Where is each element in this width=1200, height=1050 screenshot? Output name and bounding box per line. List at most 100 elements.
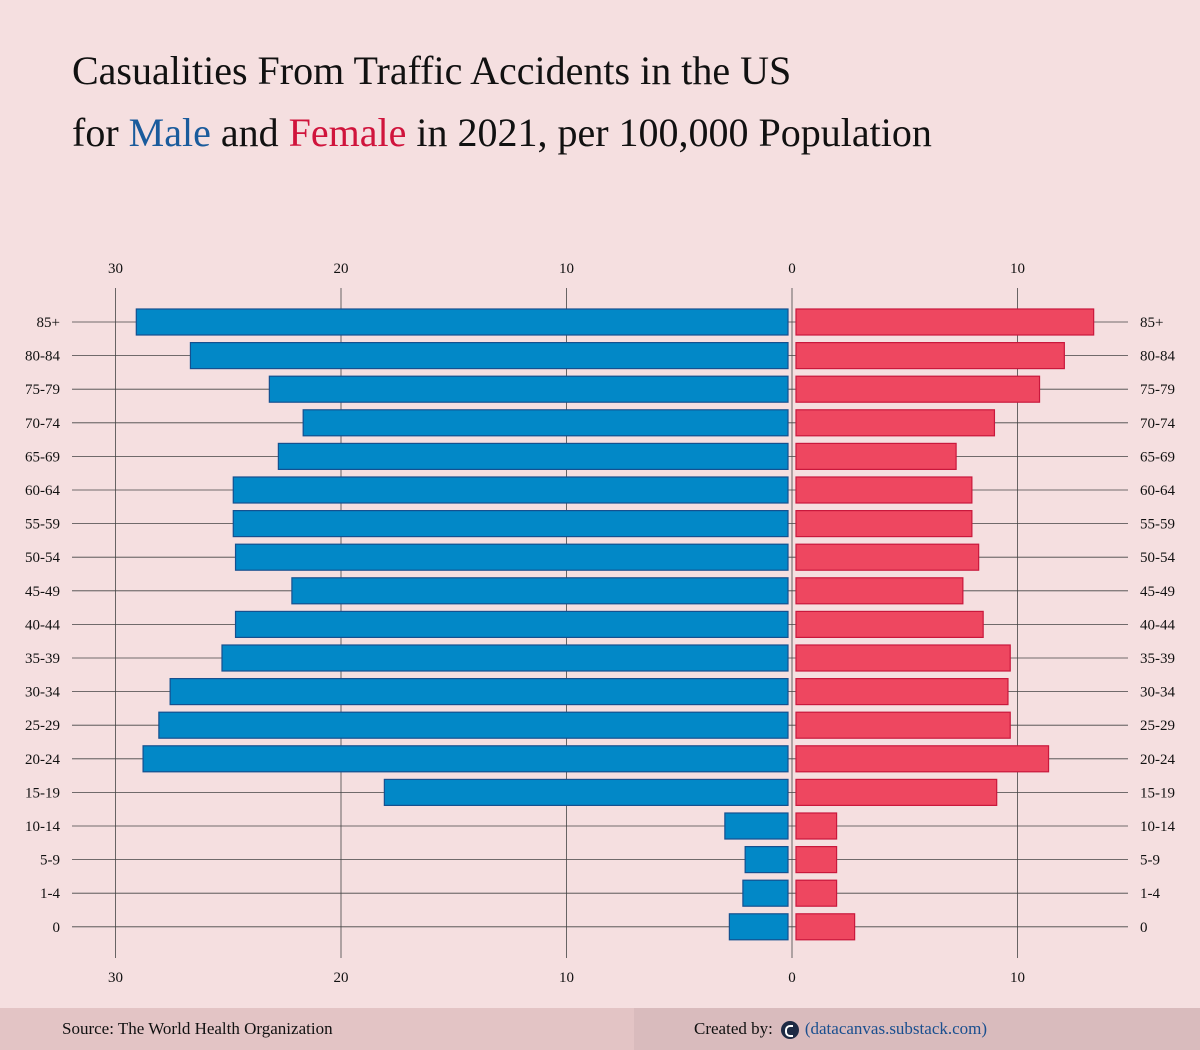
category-label-left: 30-34 xyxy=(25,685,60,701)
bar-female xyxy=(795,778,998,807)
chart-title: Casualities From Traffic Accidents in th… xyxy=(72,40,932,164)
bar-male xyxy=(234,543,789,571)
bar-female xyxy=(795,812,838,840)
bar-male xyxy=(277,442,789,470)
title-male-word: Male xyxy=(128,110,211,155)
credit-link[interactable]: (datacanvas.substack.com) xyxy=(804,1019,988,1038)
bar-female xyxy=(795,543,980,571)
category-label-left: 10-14 xyxy=(25,819,60,835)
bar-male xyxy=(728,913,789,941)
bar-male xyxy=(221,644,789,672)
footer-source: Source: The World Health Organization xyxy=(0,1008,634,1050)
category-label-left: 15-19 xyxy=(25,785,60,801)
category-label-right: 0 xyxy=(1140,920,1148,936)
bar-male xyxy=(383,778,789,807)
category-label-right: 35-39 xyxy=(1140,651,1175,667)
category-label-right: 70-74 xyxy=(1140,416,1175,432)
source-text: Source: The World Health Organization xyxy=(62,1019,333,1038)
x-tick-label-bottom: 0 xyxy=(788,970,796,986)
category-label-right: 30-34 xyxy=(1140,685,1175,701)
bar-male xyxy=(302,409,789,437)
category-label-left: 1-4 xyxy=(40,886,60,902)
bar-male xyxy=(291,577,789,605)
bar-female xyxy=(795,610,984,639)
x-tick-label-bottom: 20 xyxy=(334,970,349,986)
x-tick-label-top: 0 xyxy=(788,261,796,277)
bar-male xyxy=(232,510,789,538)
category-label-left: 80-84 xyxy=(25,349,60,365)
bar-female xyxy=(795,342,1065,370)
x-tick-label-top: 30 xyxy=(108,261,123,277)
bar-female xyxy=(795,476,973,504)
title-line-2-pre: for xyxy=(72,110,129,155)
category-label-right: 10-14 xyxy=(1140,819,1175,835)
category-label-right: 1-4 xyxy=(1140,886,1160,902)
bar-male xyxy=(135,308,789,336)
category-label-left: 75-79 xyxy=(25,382,60,398)
bar-female xyxy=(795,409,996,437)
bar-female xyxy=(795,845,838,874)
category-label-left: 70-74 xyxy=(25,416,60,432)
category-label-right: 25-29 xyxy=(1140,718,1175,734)
category-label-left: 25-29 xyxy=(25,718,60,734)
x-tick-label-bottom: 30 xyxy=(108,970,123,986)
category-label-left: 45-49 xyxy=(25,584,60,600)
category-label-right: 80-84 xyxy=(1140,349,1175,365)
category-label-left: 20-24 xyxy=(25,752,60,768)
bar-female xyxy=(795,644,1011,672)
bar-male xyxy=(189,342,789,370)
category-label-right: 5-9 xyxy=(1140,853,1160,869)
category-label-right: 40-44 xyxy=(1140,617,1175,633)
title-line-1: Casualities From Traffic Accidents in th… xyxy=(72,48,792,93)
bar-male xyxy=(724,812,789,840)
bar-female xyxy=(795,745,1050,773)
category-label-left: 0 xyxy=(53,920,61,936)
title-female-word: Female xyxy=(288,110,407,155)
bar-female xyxy=(795,375,1041,403)
footer: Source: The World Health Organization Cr… xyxy=(0,1008,1200,1050)
bar-male xyxy=(142,745,789,773)
bar-female xyxy=(795,510,973,538)
footer-credit: Created by: (datacanvas.substack.com) xyxy=(634,1008,1200,1050)
x-tick-label-top: 20 xyxy=(334,261,349,277)
bar-female xyxy=(795,442,957,470)
category-label-left: 40-44 xyxy=(25,617,60,633)
bar-female xyxy=(795,913,856,941)
x-tick-label-top: 10 xyxy=(1010,261,1025,277)
x-tick-label-bottom: 10 xyxy=(559,970,574,986)
x-tick-label-top: 10 xyxy=(559,261,574,277)
bar-male xyxy=(268,375,789,403)
bar-female xyxy=(795,308,1095,336)
category-label-left: 60-64 xyxy=(25,483,60,499)
bar-female xyxy=(795,577,964,605)
bar-male xyxy=(234,610,789,639)
bar-female xyxy=(795,879,838,907)
category-label-right: 50-54 xyxy=(1140,550,1175,566)
category-label-right: 45-49 xyxy=(1140,584,1175,600)
category-label-left: 85+ xyxy=(37,315,60,331)
title-line-2-mid: and xyxy=(210,110,289,155)
bar-female xyxy=(795,711,1011,739)
category-label-right: 20-24 xyxy=(1140,752,1175,768)
bar-male xyxy=(158,711,789,739)
category-label-right: 55-59 xyxy=(1140,517,1175,533)
category-label-left: 65-69 xyxy=(25,449,60,465)
title-line-2-post: in 2021, per 100,000 Population xyxy=(406,110,932,155)
created-by-label: Created by: xyxy=(694,1019,773,1038)
category-label-left: 55-59 xyxy=(25,517,60,533)
bar-female xyxy=(795,677,1009,706)
bar-male xyxy=(169,677,789,706)
category-label-right: 75-79 xyxy=(1140,382,1175,398)
category-label-left: 35-39 xyxy=(25,651,60,667)
category-label-right: 15-19 xyxy=(1140,785,1175,801)
x-tick-label-bottom: 10 xyxy=(1010,970,1025,986)
bar-male xyxy=(744,845,789,874)
category-label-right: 65-69 xyxy=(1140,449,1175,465)
category-label-left: 5-9 xyxy=(40,853,60,869)
population-pyramid-chart: 85+ 85+ 80-84 80-84 75-79 75-79 70-74 70-74 65-6… xyxy=(25,261,1175,986)
title-line-2: for Male and Female in 2021, per 100,000… xyxy=(72,102,932,164)
bar-male xyxy=(232,476,789,504)
category-label-right: 60-64 xyxy=(1140,483,1175,499)
bar-male xyxy=(742,879,789,907)
category-label-left: 50-54 xyxy=(25,550,60,566)
